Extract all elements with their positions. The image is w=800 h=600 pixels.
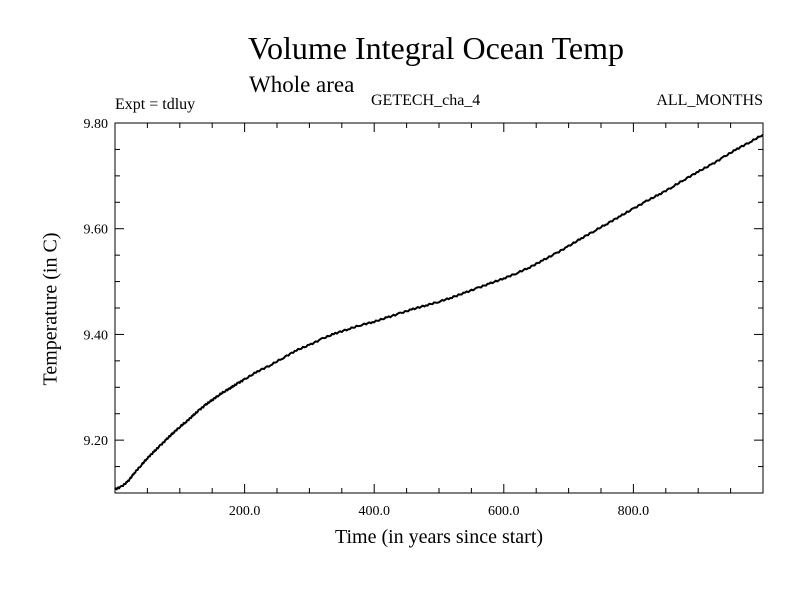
y-tick-label: 9.40 — [84, 328, 109, 343]
plot-frame — [114, 122, 764, 494]
tick-labels: 200.0 400.0 600.0 800.0 9.20 9.40 9.60 9.80 — [84, 117, 650, 519]
temperature-series-line — [114, 133, 764, 491]
experiment-label: Expt = tdluy — [115, 96, 196, 113]
x-tick-label: 600.0 — [488, 504, 520, 519]
x-tick-label: 200.0 — [229, 504, 261, 519]
period-label: ALL_MONTHS — [656, 92, 763, 109]
x-axis-label: Time (in years since start) — [334, 526, 544, 548]
y-tick-label: 9.60 — [84, 223, 109, 238]
x-tick-label: 400.0 — [358, 504, 390, 519]
y-tick-label: 9.80 — [84, 117, 109, 132]
y-axis-label: Temperature (in C) — [39, 232, 62, 386]
x-tick-label: 800.0 — [618, 504, 650, 519]
chart-subtitle: Whole area — [249, 72, 355, 97]
axis-ticks — [115, 123, 763, 493]
run-name-label: GETECH_cha_4 — [371, 92, 481, 109]
chart-title: Volume Integral Ocean Temp — [247, 30, 624, 66]
y-tick-label: 9.20 — [84, 434, 109, 449]
